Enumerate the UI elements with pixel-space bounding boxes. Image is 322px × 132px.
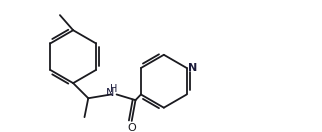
Text: O: O xyxy=(127,122,136,132)
Text: N: N xyxy=(106,88,114,98)
Text: H: H xyxy=(110,84,118,94)
Text: N: N xyxy=(188,63,197,73)
